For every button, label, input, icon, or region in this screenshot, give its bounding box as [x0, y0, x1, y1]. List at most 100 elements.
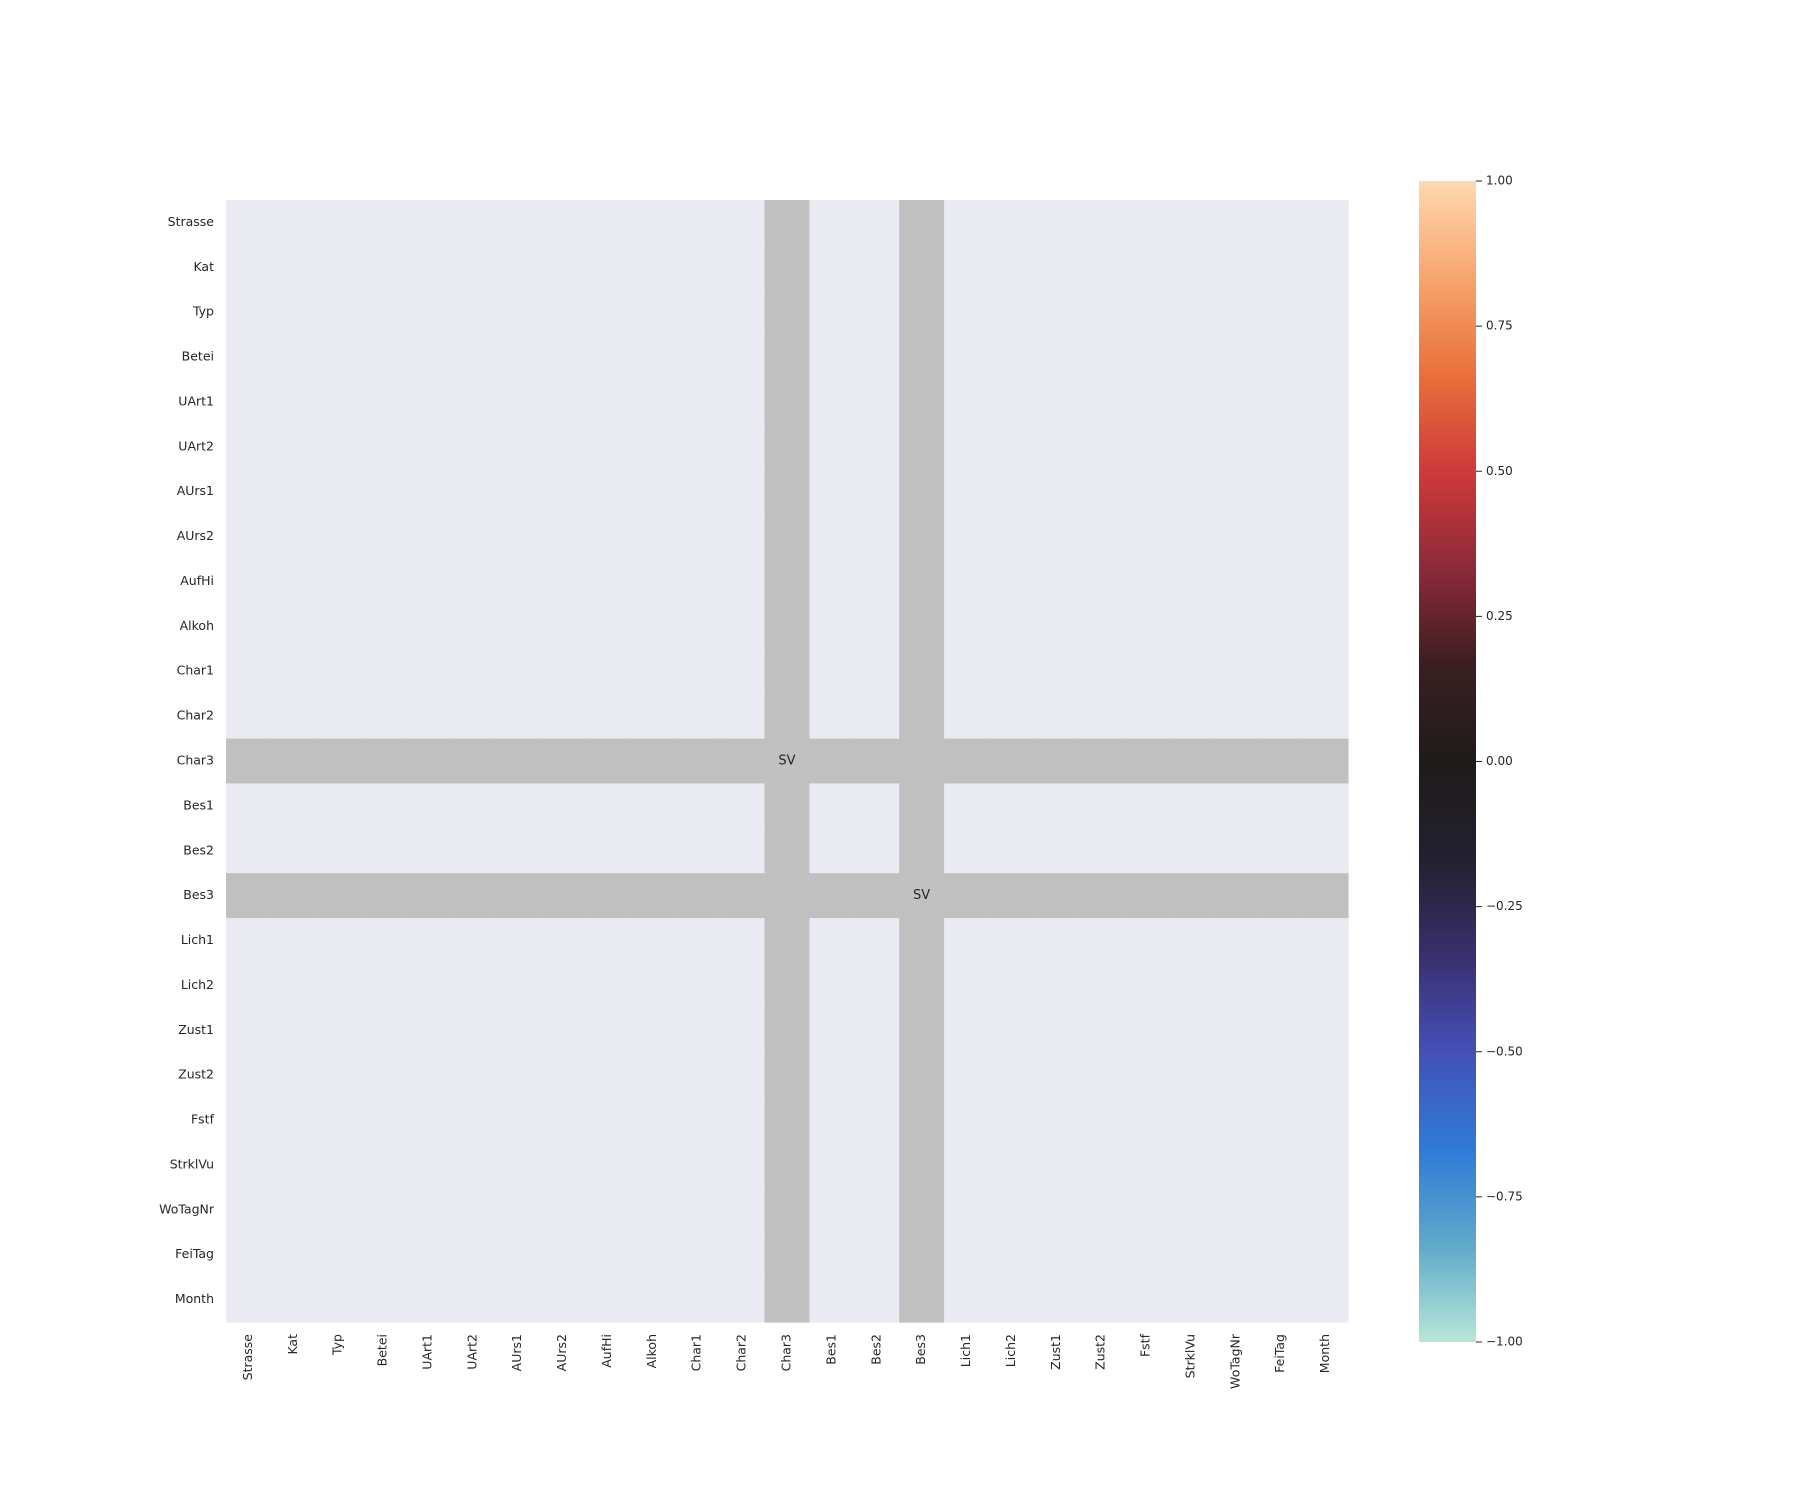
cell-month-zust1: [1033, 1277, 1080, 1323]
cell-uart2-char1: [674, 424, 721, 470]
cell-lich1-wotagnr: [1213, 918, 1259, 964]
cell-lich1-aurs1: [495, 918, 541, 964]
cell-bes2-char2: [719, 828, 766, 874]
x-tick-label-zust2: Zust2: [1093, 1334, 1108, 1370]
cell-typ-strklvu: [1168, 289, 1214, 336]
cell-betei-aurs2: [540, 334, 586, 381]
cell-kat-fstf: [1123, 244, 1170, 291]
cell-lich2-bes1: [809, 962, 855, 1009]
cell-zust1-kat: [270, 1007, 317, 1054]
annotation-char3-char3: SV: [778, 754, 795, 769]
cell-aufhi-char2: [719, 559, 766, 605]
cell-bes1-bes2: [854, 783, 900, 829]
cell-aurs2-aurs1: [495, 514, 541, 560]
cell-alkoh-fstf: [1123, 603, 1170, 650]
cell-strklvu-lich2: [988, 1142, 1035, 1188]
cell-aurs1-bes3: [899, 469, 945, 515]
cell-aurs2-char3: [764, 514, 811, 560]
cell-char2-fstf: [1123, 693, 1170, 740]
cell-aurs2-feitag: [1258, 514, 1304, 560]
cell-aurs2-bes3: [899, 514, 945, 560]
cell-zust2-betei: [360, 1052, 407, 1099]
x-tick-label-betei: Betei: [375, 1334, 390, 1366]
cell-uart2-zust1: [1033, 424, 1080, 470]
cell-strklvu-strklvu: [1168, 1142, 1214, 1188]
cell-bes3-aufhi: [585, 873, 631, 919]
cell-aurs1-uart1: [405, 469, 451, 515]
x-tick-label-bes3: Bes3: [913, 1334, 928, 1365]
cell-bes2-kat: [270, 828, 317, 874]
cell-aurs2-uart2: [450, 514, 496, 560]
cell-kat-month: [1303, 244, 1349, 291]
cell-month-aufhi: [585, 1277, 631, 1323]
x-tick-label-fstf: Fstf: [1138, 1333, 1153, 1357]
cell-feitag-wotagnr: [1213, 1232, 1259, 1278]
cell-feitag-char3: [764, 1232, 811, 1278]
cell-bes2-month: [1303, 828, 1349, 874]
cell-bes2-strklvu: [1168, 828, 1214, 874]
y-tick-label-bes1: Bes1: [183, 797, 214, 812]
cell-typ-month: [1303, 289, 1349, 336]
cell-zust2-feitag: [1258, 1052, 1304, 1099]
cell-char1-bes1: [809, 648, 855, 695]
cell-bes2-uart1: [405, 828, 451, 874]
y-tick-label-aufhi: AufHi: [180, 573, 214, 588]
cell-char3-bes3: [899, 738, 945, 785]
cell-lich1-char1: [674, 918, 721, 964]
cell-char1-aufhi: [585, 648, 631, 695]
cell-typ-lich1: [944, 289, 990, 336]
cell-lich2-wotagnr: [1213, 962, 1259, 1009]
cell-month-month: [1303, 1277, 1349, 1323]
cell-lich2-lich1: [944, 962, 990, 1009]
cell-wotagnr-char3: [764, 1187, 811, 1233]
cell-bes1-aurs1: [495, 783, 541, 829]
cell-month-strklvu: [1168, 1277, 1214, 1323]
x-tick-label-strklvu: StrklVu: [1182, 1334, 1197, 1378]
cell-fstf-char2: [719, 1097, 766, 1144]
cell-strasse-uart1: [405, 200, 451, 246]
cell-betei-char3: [764, 334, 811, 381]
cell-lich2-bes2: [854, 962, 900, 1009]
cell-uart1-fstf: [1123, 379, 1170, 425]
cell-aufhi-strklvu: [1168, 559, 1214, 605]
cell-aufhi-month: [1303, 559, 1349, 605]
cell-month-bes2: [854, 1277, 900, 1323]
cell-lich1-char2: [719, 918, 766, 964]
cell-zust1-feitag: [1258, 1007, 1304, 1054]
cell-zust2-alkoh: [629, 1052, 676, 1099]
cell-alkoh-bes2: [854, 603, 900, 650]
cell-lich2-zust2: [1078, 962, 1125, 1009]
cell-bes1-char2: [719, 783, 766, 829]
cell-strasse-char1: [674, 200, 721, 246]
cell-lich2-strasse: [226, 962, 272, 1009]
cell-fstf-lich2: [988, 1097, 1035, 1144]
cell-strklvu-char3: [764, 1142, 811, 1188]
cell-typ-lich2: [988, 289, 1035, 336]
cell-zust1-char1: [674, 1007, 721, 1054]
cell-aurs2-aufhi: [585, 514, 631, 560]
cell-uart1-zust2: [1078, 379, 1125, 425]
y-tick-label-bes3: Bes3: [183, 887, 214, 902]
cell-wotagnr-lich1: [944, 1187, 990, 1233]
cell-lich1-zust1: [1033, 918, 1080, 964]
cell-char3-uart1: [405, 738, 451, 785]
cell-uart2-char2: [719, 424, 766, 470]
cell-uart1-aurs2: [540, 379, 586, 425]
cell-char3-lich1: [944, 738, 990, 785]
cell-month-uart1: [405, 1277, 451, 1323]
x-tick-label-wotagnr: WoTagNr: [1227, 1333, 1242, 1389]
cell-char1-typ: [315, 648, 362, 695]
cell-uart2-strasse: [226, 424, 272, 470]
cell-lich1-bes1: [809, 918, 855, 964]
cell-strasse-month: [1303, 200, 1349, 246]
cell-wotagnr-char2: [719, 1187, 766, 1233]
cell-char1-aurs2: [540, 648, 586, 695]
cell-aufhi-betei: [360, 559, 407, 605]
cell-fstf-month: [1303, 1097, 1349, 1144]
cell-aurs1-alkoh: [629, 469, 676, 515]
cell-lich2-zust1: [1033, 962, 1080, 1009]
cell-char1-uart1: [405, 648, 451, 695]
cell-zust2-zust1: [1033, 1052, 1080, 1099]
cell-char1-zust1: [1033, 648, 1080, 695]
cell-aurs1-char3: [764, 469, 811, 515]
